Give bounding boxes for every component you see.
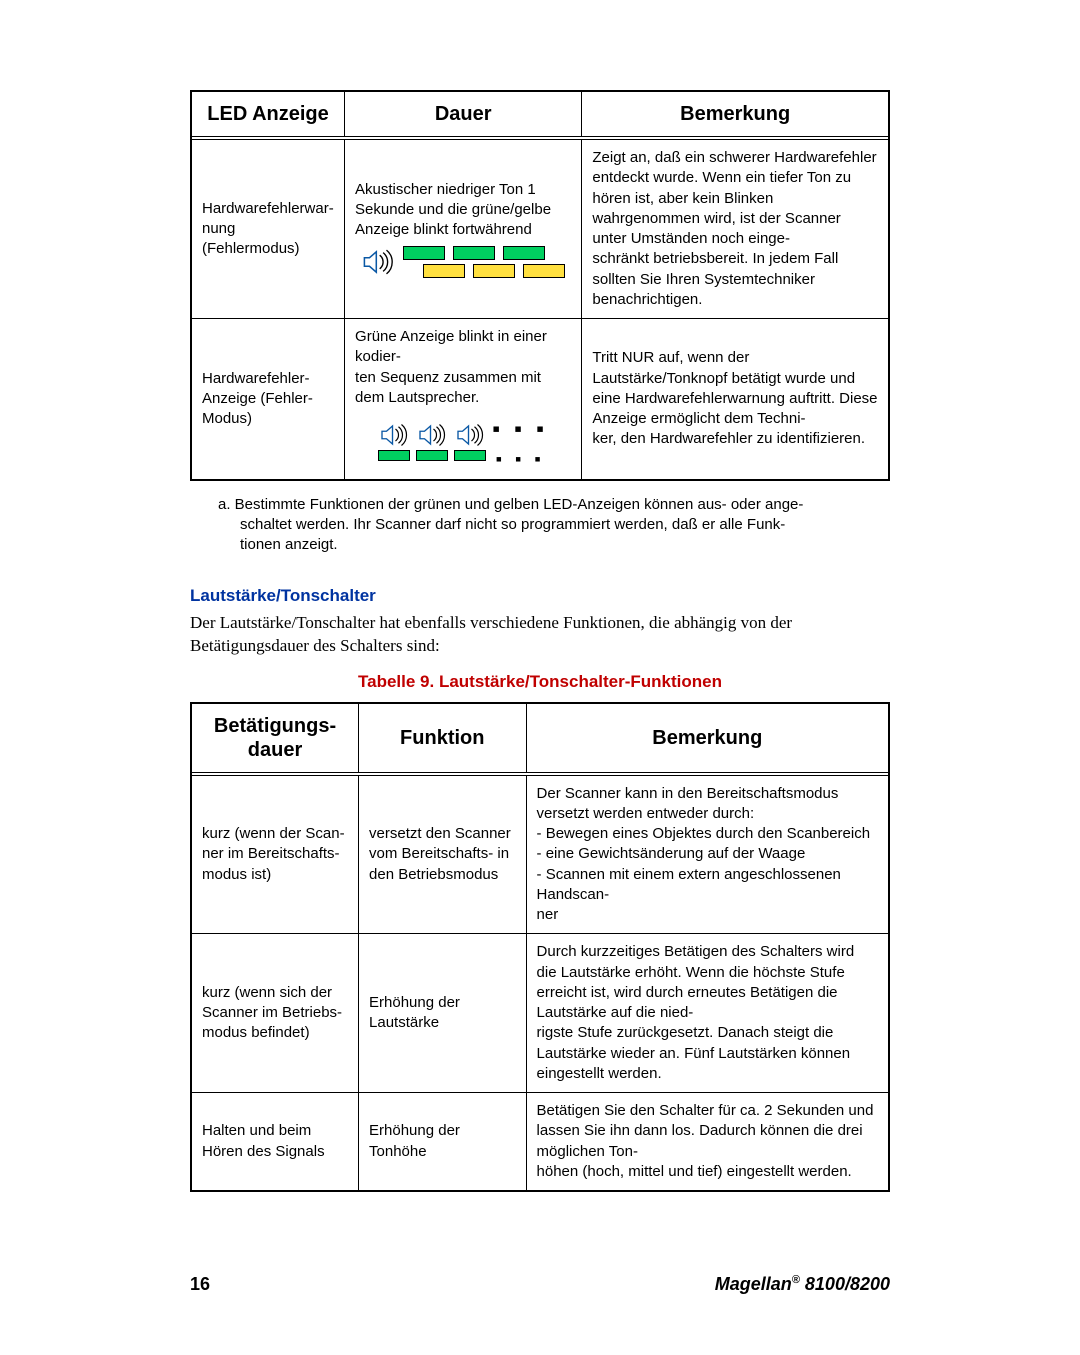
th2-1: Betätigungs- dauer bbox=[191, 703, 359, 773]
led-green bbox=[503, 246, 545, 260]
led-yellow bbox=[523, 264, 565, 278]
speaker-icon bbox=[417, 423, 447, 447]
led-table: LED Anzeige Dauer Bemerkung Hardwarefehl… bbox=[190, 90, 890, 481]
t1r1c3: Zeigt an, daß ein schwerer Hardwarefehle… bbox=[582, 140, 889, 319]
led-green bbox=[454, 450, 486, 461]
speaker-icon bbox=[361, 248, 395, 276]
t2r1c1: kurz (wenn der Scan- ner im Bereitschaft… bbox=[191, 775, 359, 934]
th-led: LED Anzeige bbox=[191, 91, 345, 137]
t1r2c3: Tritt NUR auf, wenn der Lautstärke/Tonkn… bbox=[582, 319, 889, 480]
t2r1c3: Der Scanner kann in den Bereitschaftsmod… bbox=[526, 775, 889, 934]
t2r3c2: Erhöhung der Tonhöhe bbox=[359, 1093, 527, 1192]
footnote: a. Bestimmte Funktionen der grünen und g… bbox=[190, 481, 890, 564]
th-dauer: Dauer bbox=[345, 91, 582, 137]
t1r1-icons bbox=[355, 246, 571, 278]
t1r1-dauer-text: Akustischer niedriger Ton 1 Sekunde und … bbox=[355, 180, 571, 241]
t2r3c1: Halten und beim Hören des Signals bbox=[191, 1093, 359, 1192]
t1r2c1: Hardwarefehler- Anzeige (Fehler- Modus) bbox=[191, 319, 345, 480]
led-green bbox=[378, 450, 410, 461]
reg-mark: ® bbox=[792, 1274, 800, 1286]
t1r2-dauer-text: Grüne Anzeige blinkt in einer kodier- te… bbox=[355, 327, 571, 408]
th-bemerkung: Bemerkung bbox=[582, 91, 889, 137]
ellipsis-dots: ▪ ▪ ▪ ▪ ▪ ▪ bbox=[492, 414, 548, 471]
t2r2c3: Durch kurzzeitiges Betätigen des Schalte… bbox=[526, 934, 889, 1093]
th2-2: Funktion bbox=[359, 703, 527, 773]
led-yellow bbox=[423, 264, 465, 278]
page-number: 16 bbox=[190, 1274, 210, 1295]
table2-caption: Tabelle 9. Lautstärke/Tonschalter-Funkti… bbox=[190, 672, 890, 692]
led-green bbox=[453, 246, 495, 260]
product-name: Magellan® 8100/8200 bbox=[715, 1274, 890, 1295]
led-bars bbox=[403, 246, 565, 278]
led-green bbox=[416, 450, 448, 461]
product-prefix: Magellan bbox=[715, 1274, 792, 1294]
body-text: Der Lautstärke/Tonschalter hat ebenfalls… bbox=[190, 612, 890, 658]
t2r2c1: kurz (wenn sich der Scanner im Betriebs-… bbox=[191, 934, 359, 1093]
page-footer: 16 Magellan® 8100/8200 bbox=[190, 1274, 890, 1295]
th2-3: Bemerkung bbox=[526, 703, 889, 773]
led-green bbox=[403, 246, 445, 260]
section-heading: Lautstärke/Tonschalter bbox=[190, 586, 890, 606]
led-yellow bbox=[473, 264, 515, 278]
product-suffix: 8100/8200 bbox=[800, 1274, 890, 1294]
speaker-icon bbox=[455, 423, 485, 447]
t1r2-icons: ▪ ▪ ▪ ▪ ▪ ▪ bbox=[355, 414, 571, 471]
t2r3c3: Betätigen Sie den Schalter für ca. 2 Sek… bbox=[526, 1093, 889, 1192]
t1r2c2: Grüne Anzeige blinkt in einer kodier- te… bbox=[345, 319, 582, 480]
speaker-icon bbox=[379, 423, 409, 447]
switch-table: Betätigungs- dauer Funktion Bemerkung ku… bbox=[190, 702, 890, 1193]
t2r1c2: versetzt den Scanner vom Bereitschafts- … bbox=[359, 775, 527, 934]
t1r1c2: Akustischer niedriger Ton 1 Sekunde und … bbox=[345, 140, 582, 319]
t1r1c1: Hardwarefehlerwar- nung (Fehlermodus) bbox=[191, 140, 345, 319]
t2r2c2: Erhöhung der Lautstärke bbox=[359, 934, 527, 1093]
